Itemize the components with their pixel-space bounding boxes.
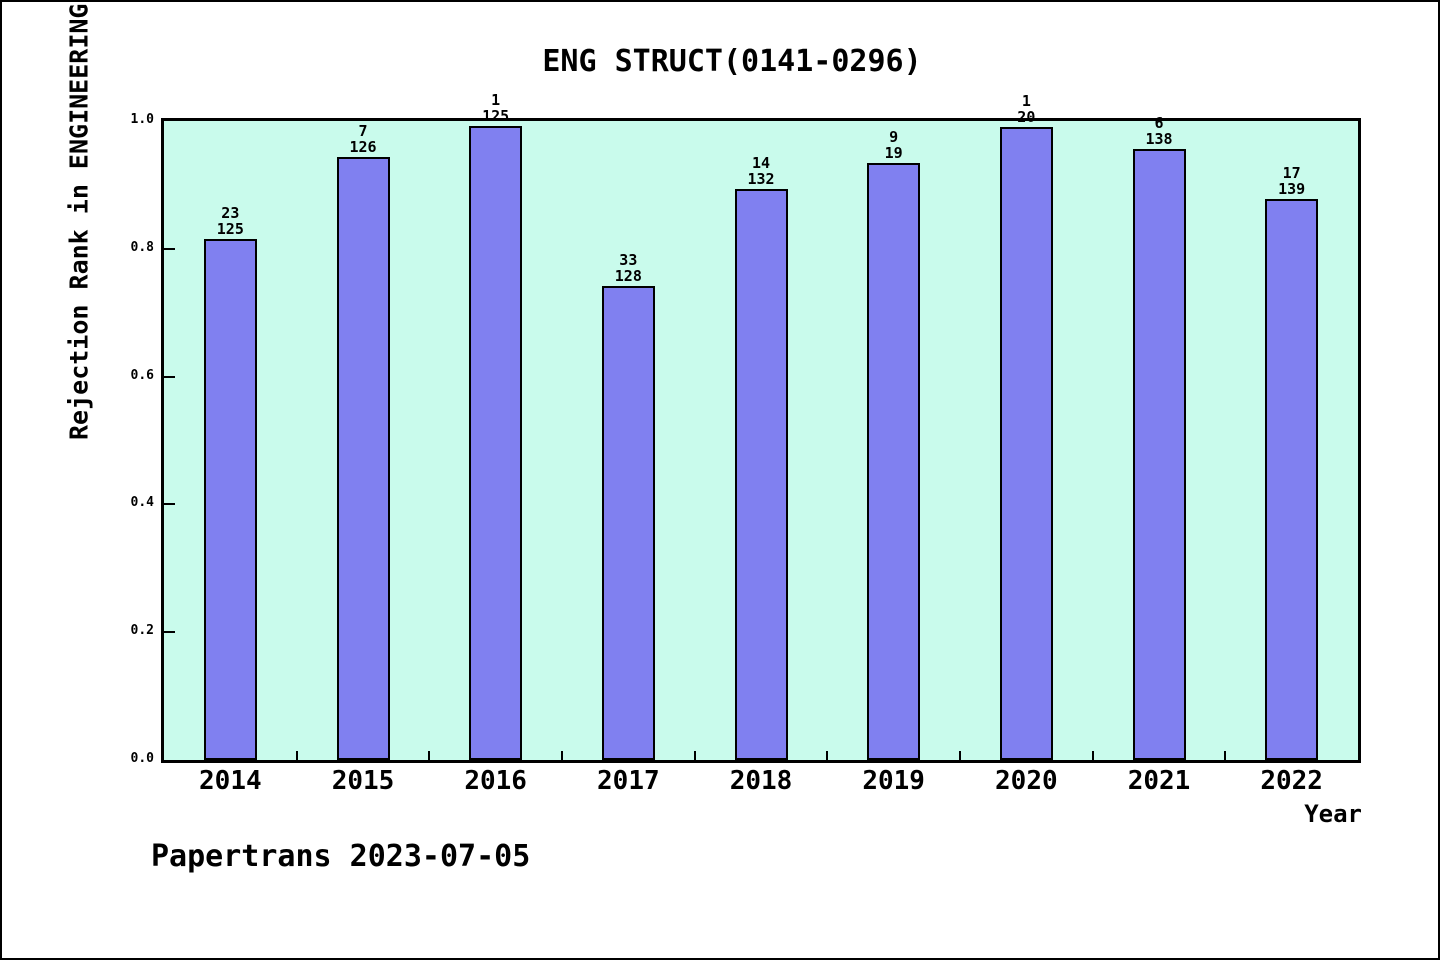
y-axis-tick-label-1.0: 1.0 xyxy=(130,112,154,127)
bar-rank-2016: 1 xyxy=(491,91,501,109)
bar-rank-2021: 6 xyxy=(1154,114,1164,132)
bar-2015 xyxy=(336,157,390,760)
x-axis-minor-tick xyxy=(959,751,961,760)
x-axis-year-label-2022: 2022 xyxy=(1260,766,1323,796)
x-axis-year-label-2017: 2017 xyxy=(597,766,660,796)
x-axis-year-label-2021: 2021 xyxy=(1127,766,1191,796)
y-axis-tick-0.2 xyxy=(164,631,175,634)
plot-area: 23 125 7 126 1 125 33 128 14 132 9 19 1 20 6 138 17 139 xyxy=(161,92,1361,763)
y-axis-tick-label-0.8: 0.8 xyxy=(130,239,154,255)
bar-rank-2017: 33 xyxy=(619,251,638,269)
bar-2016 xyxy=(469,126,523,760)
bar-rank-2022: 17 xyxy=(1282,164,1301,182)
y-axis-tick-0.8 xyxy=(164,247,175,250)
bar-rank-2020: 1 xyxy=(1021,92,1031,110)
bar-rank-2018: 14 xyxy=(751,154,771,172)
x-axis-year-label-2016: 2016 xyxy=(464,766,527,796)
bar-total-2022: 139 xyxy=(1278,180,1306,198)
bar-total-2021: 138 xyxy=(1145,130,1173,148)
bar-2014 xyxy=(203,239,257,760)
y-axis-tick-label-0.6: 0.6 xyxy=(130,367,154,383)
y-axis-tick-label-0.0: 0.0 xyxy=(130,751,154,766)
bar-value-label-2017: 33 128 xyxy=(568,252,688,284)
bar-value-label-2015: 7 126 xyxy=(303,123,423,155)
bar-value-label-2020: 1 20 xyxy=(966,93,1086,125)
x-axis-minor-tick xyxy=(1224,751,1227,760)
y-axis-tick-label-0.4: 0.4 xyxy=(130,495,154,511)
x-axis-year-label-2015: 2015 xyxy=(331,766,395,796)
x-axis-year-label-2018: 2018 xyxy=(729,766,793,796)
bar-2022 xyxy=(1265,199,1319,760)
bar-2017 xyxy=(601,286,655,760)
x-axis-minor-tick xyxy=(295,751,298,760)
bar-value-label-2018: 14 132 xyxy=(701,155,821,187)
y-axis-tick-label-0.2: 0.2 xyxy=(130,623,154,639)
x-axis-minor-tick xyxy=(693,751,696,760)
bar-2020 xyxy=(999,127,1053,760)
x-axis-minor-tick xyxy=(826,751,829,760)
bar-total-2019: 19 xyxy=(884,144,903,162)
bar-value-label-2016: 1 125 xyxy=(436,92,556,124)
x-axis-minor-tick xyxy=(1091,751,1094,760)
bar-value-label-2021: 6 138 xyxy=(1099,115,1219,147)
bar-value-label-2014: 23 125 xyxy=(170,205,290,237)
x-axis-title: Year xyxy=(1304,800,1362,828)
bar-total-2018: 132 xyxy=(747,170,775,188)
bar-total-2016: 125 xyxy=(482,107,510,125)
bar-2021 xyxy=(1132,149,1186,760)
bar-rank-2015: 7 xyxy=(358,122,368,140)
chart-title: ENG STRUCT(0141-0296) xyxy=(542,44,922,79)
bar-total-2015: 126 xyxy=(349,138,377,156)
y-axis-tick-0.4 xyxy=(164,503,175,506)
y-axis-tick-0.6 xyxy=(164,375,175,378)
bar-total-2014: 125 xyxy=(216,220,244,238)
bar-total-2020: 20 xyxy=(1017,108,1036,126)
bar-2019 xyxy=(867,163,921,760)
x-axis-year-label-2020: 2020 xyxy=(995,766,1058,796)
bar-2018 xyxy=(734,189,788,760)
bar-value-label-2022: 17 139 xyxy=(1232,165,1352,197)
bar-total-2017: 128 xyxy=(614,267,642,285)
bar-rank-2014: 23 xyxy=(221,204,240,222)
bar-rank-2019: 9 xyxy=(889,128,899,146)
footer-watermark: Papertrans 2023-07-05 xyxy=(151,839,531,874)
bar-value-label-2019: 9 19 xyxy=(834,129,954,161)
x-axis-minor-tick xyxy=(428,751,431,760)
x-axis-year-label-2019: 2019 xyxy=(862,766,925,796)
x-axis-year-label-2014: 2014 xyxy=(199,766,262,796)
x-axis-minor-tick xyxy=(561,751,563,760)
